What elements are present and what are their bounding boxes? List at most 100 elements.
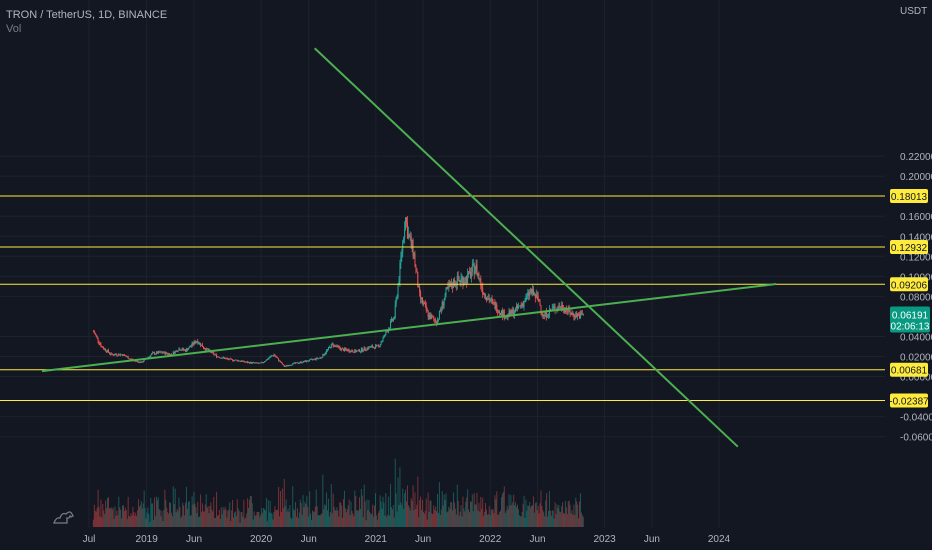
- volume-bar-67: [155, 496, 157, 527]
- volume-bar-94: [181, 515, 183, 527]
- candle-body-359: [430, 315, 432, 320]
- candle-body-513: [575, 313, 577, 318]
- volume-bar-64: [153, 519, 155, 527]
- volume-bar-122: [207, 506, 209, 527]
- candle-body-97: [184, 349, 186, 351]
- volume-bar-471: [535, 501, 537, 527]
- candle-body-173: [255, 362, 257, 364]
- candle-body-130: [215, 354, 217, 356]
- candle-body-218: [297, 363, 299, 365]
- volume-bar-313: [387, 514, 389, 527]
- volume-bar-354: [425, 498, 427, 527]
- time-axis[interactable]: Jul 2019 Jun 2020 Jun 2021 Jun 2022 Jun 2023 Jun 20…: [83, 534, 731, 545]
- candle-body-434: [500, 310, 502, 315]
- volume-bar-304: [378, 510, 380, 527]
- candle-body-306: [380, 342, 382, 345]
- volume-bar-75: [163, 509, 165, 527]
- candle-body-90: [177, 350, 179, 352]
- volume-bar-315: [389, 515, 391, 527]
- candle-body-357: [428, 315, 430, 317]
- symbol-title[interactable]: TRON / TetherUS, 1D, BINANCE: [6, 9, 168, 21]
- volume-bar-96: [183, 505, 185, 527]
- trendlines[interactable]: [41, 47, 777, 448]
- volume-bar-497: [560, 512, 562, 527]
- volume-bar-1: [93, 504, 95, 527]
- volume-bar-452: [517, 509, 519, 527]
- volume-bar-142: [226, 517, 228, 527]
- candle-body-49: [138, 361, 140, 363]
- candle-body-363: [434, 319, 436, 321]
- volume-bar-127: [212, 511, 214, 527]
- candle-body-426: [493, 302, 495, 304]
- candle-body-414: [482, 287, 484, 294]
- candle-body-258: [335, 345, 337, 347]
- volume-bar-284: [359, 509, 361, 527]
- symbol-legend[interactable]: TRON / TetherUS, 1D, BINANCE Vol: [6, 8, 167, 36]
- horizontal-levels[interactable]: [0, 195, 885, 401]
- candle-body-428: [495, 304, 497, 310]
- volume-bar-403: [471, 494, 473, 527]
- candle-body-189: [270, 355, 272, 357]
- level-badge-4: [890, 393, 928, 408]
- candle-body-317: [390, 318, 392, 322]
- volume-bar-401: [469, 501, 471, 527]
- volume-bar-173: [255, 515, 257, 527]
- candle-body-402: [470, 272, 472, 278]
- candle-body-326: [399, 262, 401, 282]
- candle-body-511: [573, 314, 575, 317]
- candle-body-401: [469, 271, 471, 278]
- candle-body-277: [353, 352, 355, 353]
- candle-body-247: [325, 352, 327, 355]
- volume-bar-302: [376, 519, 378, 527]
- volume-bar-324: [397, 477, 399, 527]
- candle-body-312: [386, 331, 388, 333]
- volume-bar-272: [348, 499, 350, 527]
- volume-bar-225: [304, 501, 306, 527]
- candle-body-164: [247, 361, 249, 363]
- volume-bar-417: [484, 503, 486, 527]
- candle-body-323: [396, 296, 398, 299]
- candle-body-213: [293, 362, 295, 364]
- candles: [92, 215, 584, 368]
- time-axis-tick-2: Jun: [186, 534, 202, 545]
- volume-bar-208: [288, 511, 290, 527]
- volume-bar-447: [513, 494, 515, 527]
- candle-body-394: [463, 281, 465, 286]
- candle-body-141: [225, 358, 227, 360]
- volume-legend[interactable]: Vol: [6, 23, 22, 35]
- volume-bar-176: [258, 512, 260, 527]
- gridlines: [0, 0, 885, 528]
- candle-body-328: [401, 252, 403, 258]
- volume-bar-32: [122, 505, 124, 527]
- candle-body-516: [578, 314, 580, 316]
- volume-bar-197: [278, 486, 280, 527]
- volume-bar-244: [322, 474, 324, 527]
- candle-body-237: [315, 357, 317, 360]
- volume-bar-16: [107, 497, 109, 527]
- volume-bar-360: [431, 513, 433, 527]
- candle-body-396: [465, 276, 467, 283]
- level-badge-label-4: -0.02387: [889, 396, 929, 407]
- volume-bar-461: [526, 510, 528, 527]
- volume-bar-123: [208, 513, 210, 527]
- volume-bar-402: [470, 501, 472, 527]
- candle-body-398: [467, 274, 469, 284]
- level-badge-3: [890, 362, 928, 377]
- volume-bar-256: [333, 506, 335, 527]
- candle-body-70: [158, 351, 160, 353]
- candle-body-98: [185, 349, 187, 352]
- volume-bar-39: [129, 516, 131, 527]
- volume-bar-29: [120, 509, 122, 527]
- level-badge-2: [890, 277, 928, 292]
- volume-bar-85: [172, 486, 174, 527]
- candle-body-325: [398, 281, 400, 285]
- price-axis[interactable]: USDT0.220000.200000.160000.140000.120000…: [890, 6, 932, 444]
- candle-body-216: [295, 362, 297, 364]
- volume-bar-178: [260, 514, 262, 527]
- volume-bar-449: [515, 502, 517, 527]
- candle-body-4: [96, 335, 98, 338]
- volume-bar-185: [266, 521, 268, 527]
